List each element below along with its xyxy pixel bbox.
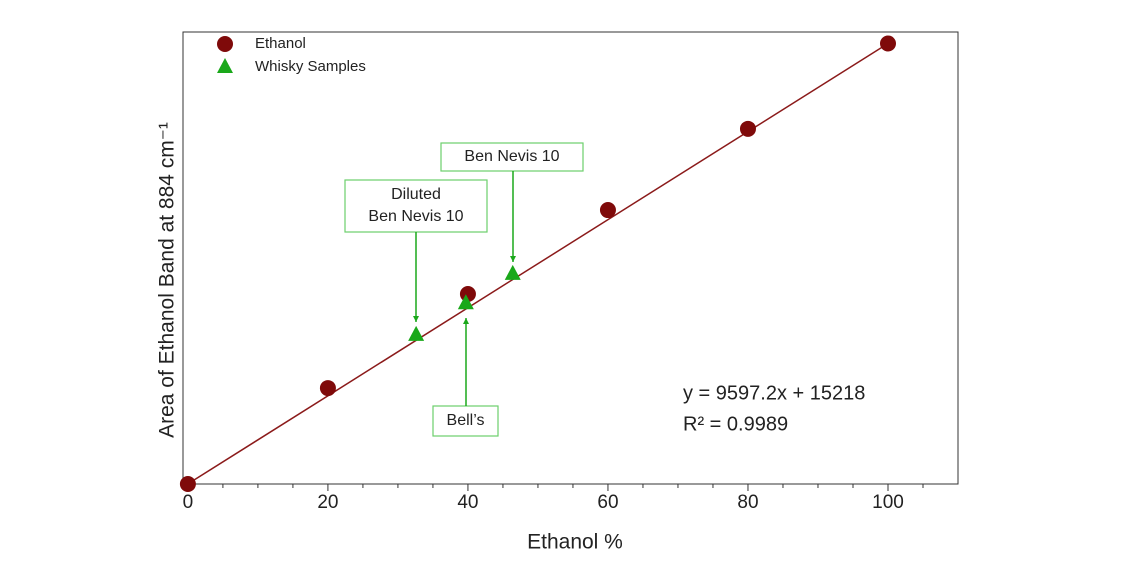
point bbox=[457, 294, 474, 310]
arrow-head bbox=[463, 318, 469, 324]
arrow-head bbox=[413, 316, 419, 322]
annotation-text: Ben Nevis 10 bbox=[464, 148, 559, 165]
legend-marker bbox=[217, 36, 233, 52]
y-axis-label: Area of Ethanol Band at 884 cm⁻¹ bbox=[156, 122, 179, 438]
legend-label: Whisky Samples bbox=[255, 58, 366, 75]
point bbox=[408, 325, 425, 341]
annotation-text: Bell’s bbox=[447, 412, 485, 429]
x-tick-label: 0 bbox=[183, 492, 194, 513]
legend-marker bbox=[217, 58, 233, 73]
x-tick-label: 60 bbox=[597, 492, 618, 513]
point bbox=[179, 476, 196, 492]
fit-r2: R² = 0.9989 bbox=[683, 413, 788, 435]
x-tick-label: 100 bbox=[872, 492, 904, 513]
point bbox=[739, 120, 756, 137]
point bbox=[504, 264, 521, 280]
arrow-head bbox=[510, 256, 516, 262]
annotation-box bbox=[344, 179, 488, 233]
annotation-box bbox=[432, 405, 499, 437]
fit-line bbox=[187, 42, 889, 485]
point bbox=[319, 380, 336, 397]
annotation-text: Diluted bbox=[391, 186, 441, 203]
x-axis-label: Ethanol % bbox=[527, 531, 623, 554]
plot-frame bbox=[182, 31, 959, 485]
annotation-text: Ben Nevis 10 bbox=[368, 208, 463, 225]
x-tick-label: 80 bbox=[737, 492, 758, 513]
x-tick-label: 20 bbox=[317, 492, 338, 513]
annotation-box bbox=[440, 142, 584, 172]
legend-label: Ethanol bbox=[255, 35, 306, 52]
fit-equation: y = 9597.2x + 15218 bbox=[683, 382, 865, 404]
point bbox=[879, 35, 896, 52]
x-tick-label: 40 bbox=[457, 492, 478, 513]
point bbox=[599, 202, 616, 219]
